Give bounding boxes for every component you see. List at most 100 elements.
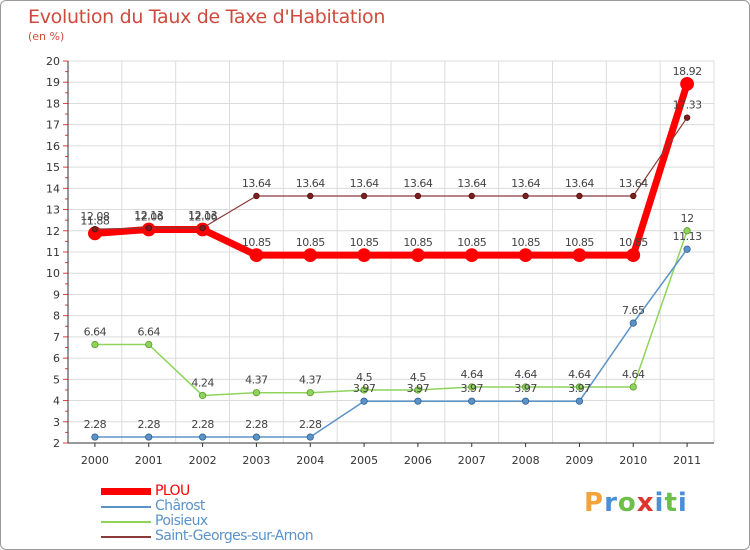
- data-point-saint-georges-sur-arnon: [414, 192, 422, 200]
- y-tick-label: 4: [53, 395, 60, 408]
- data-label-poisieux: 6.64: [84, 326, 107, 339]
- legend-swatch-saint-georges: [101, 535, 151, 538]
- data-point-ch-rost: [468, 397, 476, 405]
- data-point-saint-georges-sur-arnon: [522, 192, 529, 200]
- data-point-poisieux: [91, 340, 99, 349]
- y-tick-label: 14: [46, 182, 60, 195]
- y-tick-label: 18: [46, 97, 60, 110]
- data-label-saint-georges-sur-arnon: 12.08: [80, 210, 109, 223]
- data-label-saint-georges-sur-arnon: 13.64: [565, 177, 594, 190]
- x-tick-label: 2009: [565, 454, 593, 467]
- data-label-ch-rost: 2.28: [245, 418, 268, 431]
- data-point-poisieux: [360, 386, 368, 394]
- data-label-ch-rost: 7.65: [622, 304, 645, 317]
- data-label-ch-rost: 2.28: [84, 418, 107, 431]
- y-tick-label: 8: [53, 310, 60, 323]
- data-label-ch-rost: 2.28: [191, 418, 214, 431]
- x-tick-label: 2008: [512, 454, 540, 467]
- data-label-poisieux: 4.64: [461, 368, 484, 381]
- series-line-plou: [94, 82, 691, 259]
- y-tick-label: 10: [46, 267, 60, 280]
- data-point-saint-georges-sur-arnon: [307, 192, 314, 200]
- data-point-plou: [411, 248, 425, 263]
- data-point-ch-rost: [414, 397, 422, 405]
- data-point-poisieux: [198, 391, 207, 400]
- data-label-ch-rost: 3.97: [568, 382, 591, 395]
- data-point-plou: [626, 248, 641, 263]
- data-point-ch-rost: [521, 397, 530, 405]
- series-line-ch-rost: [94, 248, 688, 438]
- data-label-saint-georges-sur-arnon: 13.64: [242, 177, 271, 190]
- data-point-ch-rost: [198, 433, 207, 441]
- data-label-poisieux: 4.64: [514, 368, 537, 381]
- data-point-plou: [464, 248, 479, 263]
- data-point-saint-georges-sur-arnon: [683, 114, 691, 121]
- y-tick-label: 13: [46, 204, 60, 217]
- data-label-plou: 10.85: [296, 236, 325, 249]
- data-label-plou: 10.85: [457, 236, 486, 249]
- y-tick-label: 9: [53, 288, 60, 301]
- data-point-plou: [572, 248, 587, 263]
- data-label-saint-georges-sur-arnon: 13.64: [403, 177, 432, 190]
- legend-label-poisieux: Poisieux: [155, 513, 208, 529]
- data-label-saint-georges-sur-arnon: 12.13: [188, 209, 217, 222]
- data-label-saint-georges-sur-arnon: 13.64: [296, 177, 325, 190]
- data-label-plou: 10.85: [242, 236, 271, 249]
- legend-swatch-plou: [101, 488, 151, 495]
- data-point-poisieux: [414, 386, 422, 394]
- data-point-poisieux: [629, 383, 637, 391]
- data-point-saint-georges-sur-arnon: [199, 224, 206, 232]
- data-label-saint-georges-sur-arnon: 13.64: [350, 177, 379, 190]
- data-point-plou: [303, 248, 318, 263]
- y-tick-label: 3: [53, 416, 60, 429]
- data-label-ch-rost: 3.97: [353, 382, 376, 395]
- data-label-saint-georges-sur-arnon: 13.64: [457, 177, 486, 190]
- legend-item-plou: PLOU: [101, 484, 313, 499]
- data-point-saint-georges-sur-arnon: [576, 192, 583, 200]
- data-label-ch-rost: 3.97: [514, 382, 537, 395]
- chart-subtitle: (en %): [28, 30, 65, 43]
- data-point-plou: [680, 77, 694, 91]
- data-point-ch-rost: [629, 319, 637, 327]
- x-tick-label: 2004: [296, 454, 324, 467]
- data-label-plou: 18.92: [673, 65, 702, 78]
- data-point-saint-georges-sur-arnon: [145, 224, 152, 232]
- data-point-saint-georges-sur-arnon: [360, 192, 368, 200]
- data-label-saint-georges-sur-arnon: 12.13: [134, 209, 163, 222]
- data-label-saint-georges-sur-arnon: 13.64: [619, 177, 648, 190]
- data-label-ch-rost: 2.28: [138, 418, 161, 431]
- brand-letter: o: [617, 488, 637, 518]
- y-tick-label: 16: [46, 140, 60, 153]
- data-point-plou: [249, 248, 264, 263]
- y-tick-label: 11: [46, 246, 60, 259]
- x-tick-label: 2002: [189, 454, 217, 467]
- data-point-saint-georges-sur-arnon: [253, 192, 260, 200]
- data-label-ch-rost: 3.97: [461, 382, 484, 395]
- data-label-poisieux: 6.64: [138, 326, 161, 339]
- legend: PLOU Chârost Poisieux Saint-Georges-sur-…: [101, 484, 314, 544]
- x-tick-label: 2003: [242, 454, 270, 467]
- legend-label-saint-georges: Saint-Georges-sur-Arnon: [155, 528, 314, 544]
- data-label-poisieux: 4.37: [245, 374, 268, 387]
- data-point-poisieux: [575, 383, 584, 391]
- data-point-saint-georges-sur-arnon: [91, 225, 99, 233]
- data-point-ch-rost: [683, 245, 691, 253]
- data-label-ch-rost: 3.97: [407, 382, 430, 395]
- data-point-ch-rost: [145, 433, 153, 441]
- data-point-ch-rost: [252, 433, 261, 441]
- x-tick-label: 2001: [135, 454, 163, 467]
- data-label-plou: 12.06: [188, 211, 217, 224]
- data-label-poisieux: 4.24: [191, 376, 214, 389]
- data-label-poisieux: 4.5: [356, 371, 372, 384]
- data-label-poisieux: 4.64: [568, 368, 591, 381]
- data-point-ch-rost: [360, 397, 368, 405]
- legend-label-plou: PLOU: [155, 483, 190, 499]
- data-label-plou: 10.85: [619, 236, 648, 249]
- data-label-plou: 12.06: [134, 211, 163, 224]
- data-label-plou: 10.85: [565, 236, 594, 249]
- y-tick-label: 17: [46, 119, 60, 132]
- y-tick-label: 12: [46, 225, 60, 238]
- data-label-ch-rost: 11.13: [673, 230, 702, 243]
- brand-letter: x: [636, 488, 655, 518]
